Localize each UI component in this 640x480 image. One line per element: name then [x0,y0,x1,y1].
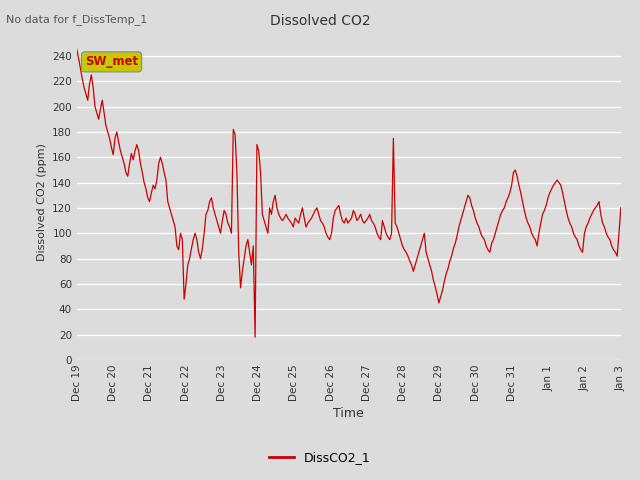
Y-axis label: Dissolved CO2 (ppm): Dissolved CO2 (ppm) [36,143,47,261]
Text: SW_met: SW_met [85,55,138,68]
Text: Dissolved CO2: Dissolved CO2 [269,14,371,28]
X-axis label: Time: Time [333,407,364,420]
Legend: DissCO2_1: DissCO2_1 [264,446,376,469]
Text: No data for f_DissTemp_1: No data for f_DissTemp_1 [6,14,148,25]
